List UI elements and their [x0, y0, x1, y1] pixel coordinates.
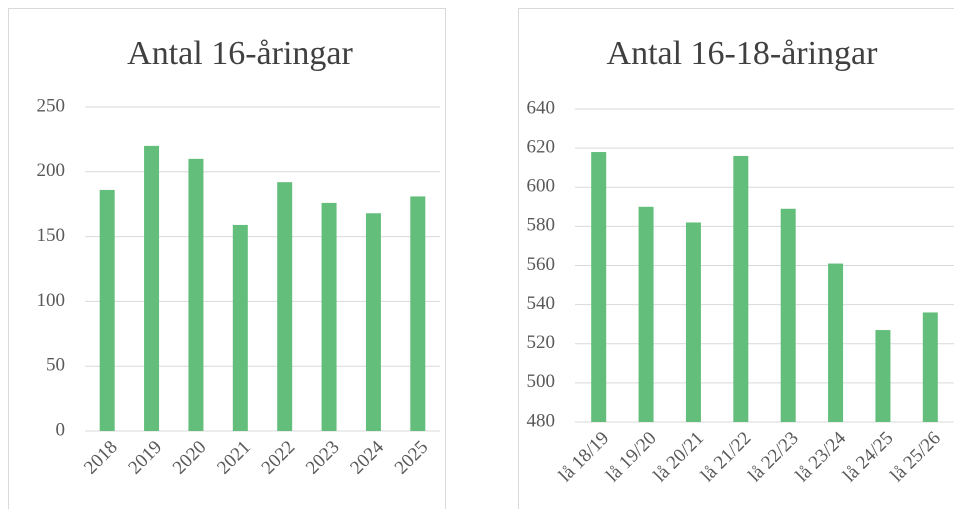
bar	[277, 182, 293, 431]
y-tick-label: 150	[37, 225, 66, 246]
y-tick-label: 480	[527, 410, 556, 431]
y-tick-label: 640	[527, 97, 556, 118]
bar	[321, 202, 337, 431]
bar	[780, 208, 796, 422]
bar	[685, 222, 701, 422]
bar	[99, 189, 115, 431]
bar	[828, 263, 844, 422]
y-tick-label: 200	[37, 160, 66, 181]
bar	[733, 155, 749, 422]
y-tick-label: 580	[527, 215, 556, 236]
y-tick-label: 620	[527, 136, 556, 157]
bar	[922, 312, 938, 422]
bar	[232, 224, 248, 431]
chart-title: Antal 16-18-åringar	[607, 35, 879, 72]
bar	[365, 213, 381, 431]
bar	[144, 145, 160, 431]
y-tick-label: 0	[56, 419, 66, 440]
y-tick-label: 100	[37, 290, 66, 311]
y-tick-label: 500	[527, 371, 556, 392]
y-tick-label: 520	[527, 332, 556, 353]
y-tick-label: 540	[527, 293, 556, 314]
y-tick-label: 50	[46, 355, 65, 376]
bar	[410, 196, 426, 431]
bar	[188, 158, 204, 431]
bar	[591, 152, 607, 422]
bar	[638, 206, 654, 422]
y-tick-label: 250	[37, 95, 66, 116]
y-tick-label: 600	[527, 176, 556, 197]
bar	[875, 330, 891, 422]
chart-title: Antal 16-åringar	[127, 35, 353, 72]
y-tick-label: 560	[527, 254, 556, 275]
